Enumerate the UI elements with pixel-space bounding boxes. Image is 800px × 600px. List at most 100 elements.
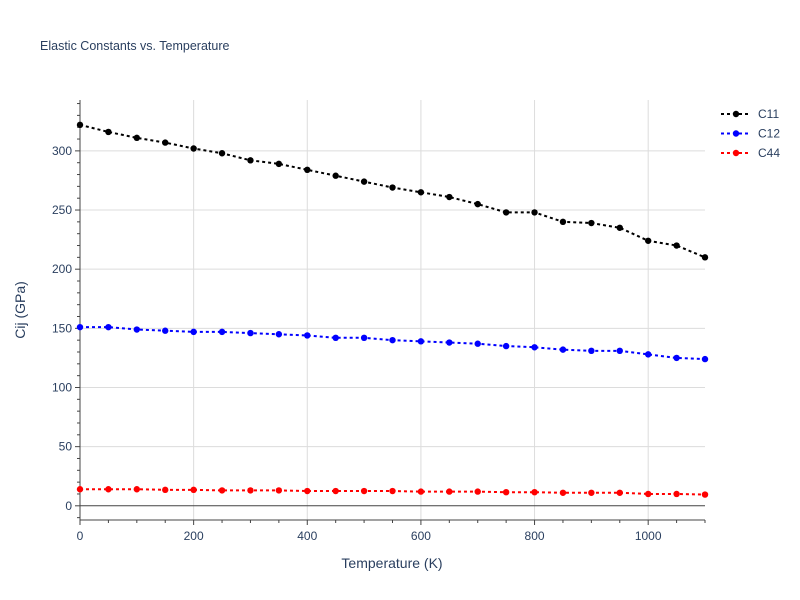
legend-marker-icon (732, 130, 740, 137)
y-tick-label: 50 (59, 440, 73, 454)
data-point (559, 218, 567, 226)
data-point (76, 323, 84, 331)
data-point (190, 145, 197, 152)
gridlines (80, 100, 705, 520)
data-point (446, 193, 453, 201)
data-point (644, 351, 652, 358)
legend-item-c44[interactable]: C44 (721, 146, 780, 160)
data-point (133, 486, 141, 493)
x-tick-label: 1000 (635, 529, 662, 543)
data-point (304, 487, 311, 495)
data-point (616, 489, 623, 496)
data-point (218, 150, 226, 157)
data-point (502, 342, 510, 350)
series-layer (76, 121, 709, 498)
data-point (389, 487, 396, 495)
data-point (673, 354, 680, 362)
data-point (105, 128, 112, 136)
data-point (162, 486, 169, 494)
data-point (417, 488, 425, 495)
data-point (76, 121, 84, 129)
legend-item-c12[interactable]: C12 (721, 127, 780, 141)
data-point (588, 219, 595, 227)
legend-label: C11 (758, 107, 779, 121)
data-point (275, 487, 283, 494)
legend-label: C12 (758, 127, 780, 141)
data-point (474, 340, 481, 347)
data-point (332, 334, 339, 342)
data-point (76, 486, 84, 493)
data-point (588, 489, 595, 496)
data-point (190, 328, 197, 336)
x-tick-label: 600 (411, 529, 431, 543)
data-point (332, 172, 339, 179)
x-tick-label: 0 (77, 529, 84, 543)
y-tick-label: 300 (52, 144, 72, 158)
data-point (162, 327, 169, 334)
axes: 0 200 400 600 800 1000 0 50 100 150 200 250 300 (52, 100, 706, 543)
data-point (531, 344, 538, 351)
series-line (79, 123, 706, 259)
data-point (133, 326, 141, 333)
data-point (417, 338, 425, 345)
series-c44 (76, 486, 709, 498)
data-point (474, 488, 481, 495)
data-point (531, 488, 538, 496)
data-point (389, 336, 396, 344)
data-point (616, 347, 623, 355)
y-tick-label: 150 (52, 321, 72, 335)
y-tick-label: 100 (52, 380, 72, 394)
data-point (190, 486, 197, 494)
data-point (673, 490, 680, 498)
data-point (247, 157, 254, 164)
series-c11 (76, 121, 709, 261)
data-point (275, 160, 283, 168)
data-point (304, 166, 311, 174)
data-point (417, 189, 425, 196)
data-point (162, 139, 169, 146)
data-point (446, 339, 453, 346)
data-point (644, 490, 652, 498)
data-point (531, 209, 538, 216)
x-tick-label: 200 (184, 529, 204, 543)
data-point (133, 134, 141, 142)
y-tick-label: 200 (52, 262, 72, 276)
data-point (502, 488, 510, 496)
data-point (360, 487, 368, 495)
data-point (701, 355, 709, 363)
data-point (218, 328, 226, 336)
data-point (247, 329, 254, 337)
y-tick-label: 250 (52, 203, 72, 217)
x-tick-label: 800 (525, 529, 545, 543)
data-point (616, 224, 623, 231)
data-point (474, 200, 481, 208)
series-c12 (76, 323, 709, 363)
legend[interactable]: C11 C12 C44 (721, 107, 780, 160)
data-point (701, 491, 709, 498)
data-point (247, 487, 254, 494)
data-point (673, 242, 680, 249)
data-point (559, 346, 567, 353)
data-point (389, 184, 396, 191)
data-point (304, 332, 311, 339)
x-tick-label: 400 (297, 529, 317, 543)
data-point (360, 334, 368, 342)
data-point (644, 237, 652, 244)
x-axis-label: Temperature (K) (341, 555, 442, 571)
data-point (446, 488, 453, 495)
chart-title: Elastic Constants vs. Temperature (40, 39, 229, 53)
legend-item-c11[interactable]: C11 (721, 107, 779, 121)
data-point (218, 487, 226, 494)
data-point (559, 489, 567, 496)
data-point (360, 178, 368, 185)
data-point (105, 486, 112, 493)
y-tick-label: 0 (65, 499, 72, 513)
data-point (588, 347, 595, 355)
data-point (105, 323, 112, 331)
y-axis-label: Cij (GPa) (12, 281, 28, 339)
data-point (502, 209, 510, 216)
data-point (275, 331, 283, 338)
legend-marker-icon (732, 110, 740, 118)
data-point (332, 487, 339, 495)
